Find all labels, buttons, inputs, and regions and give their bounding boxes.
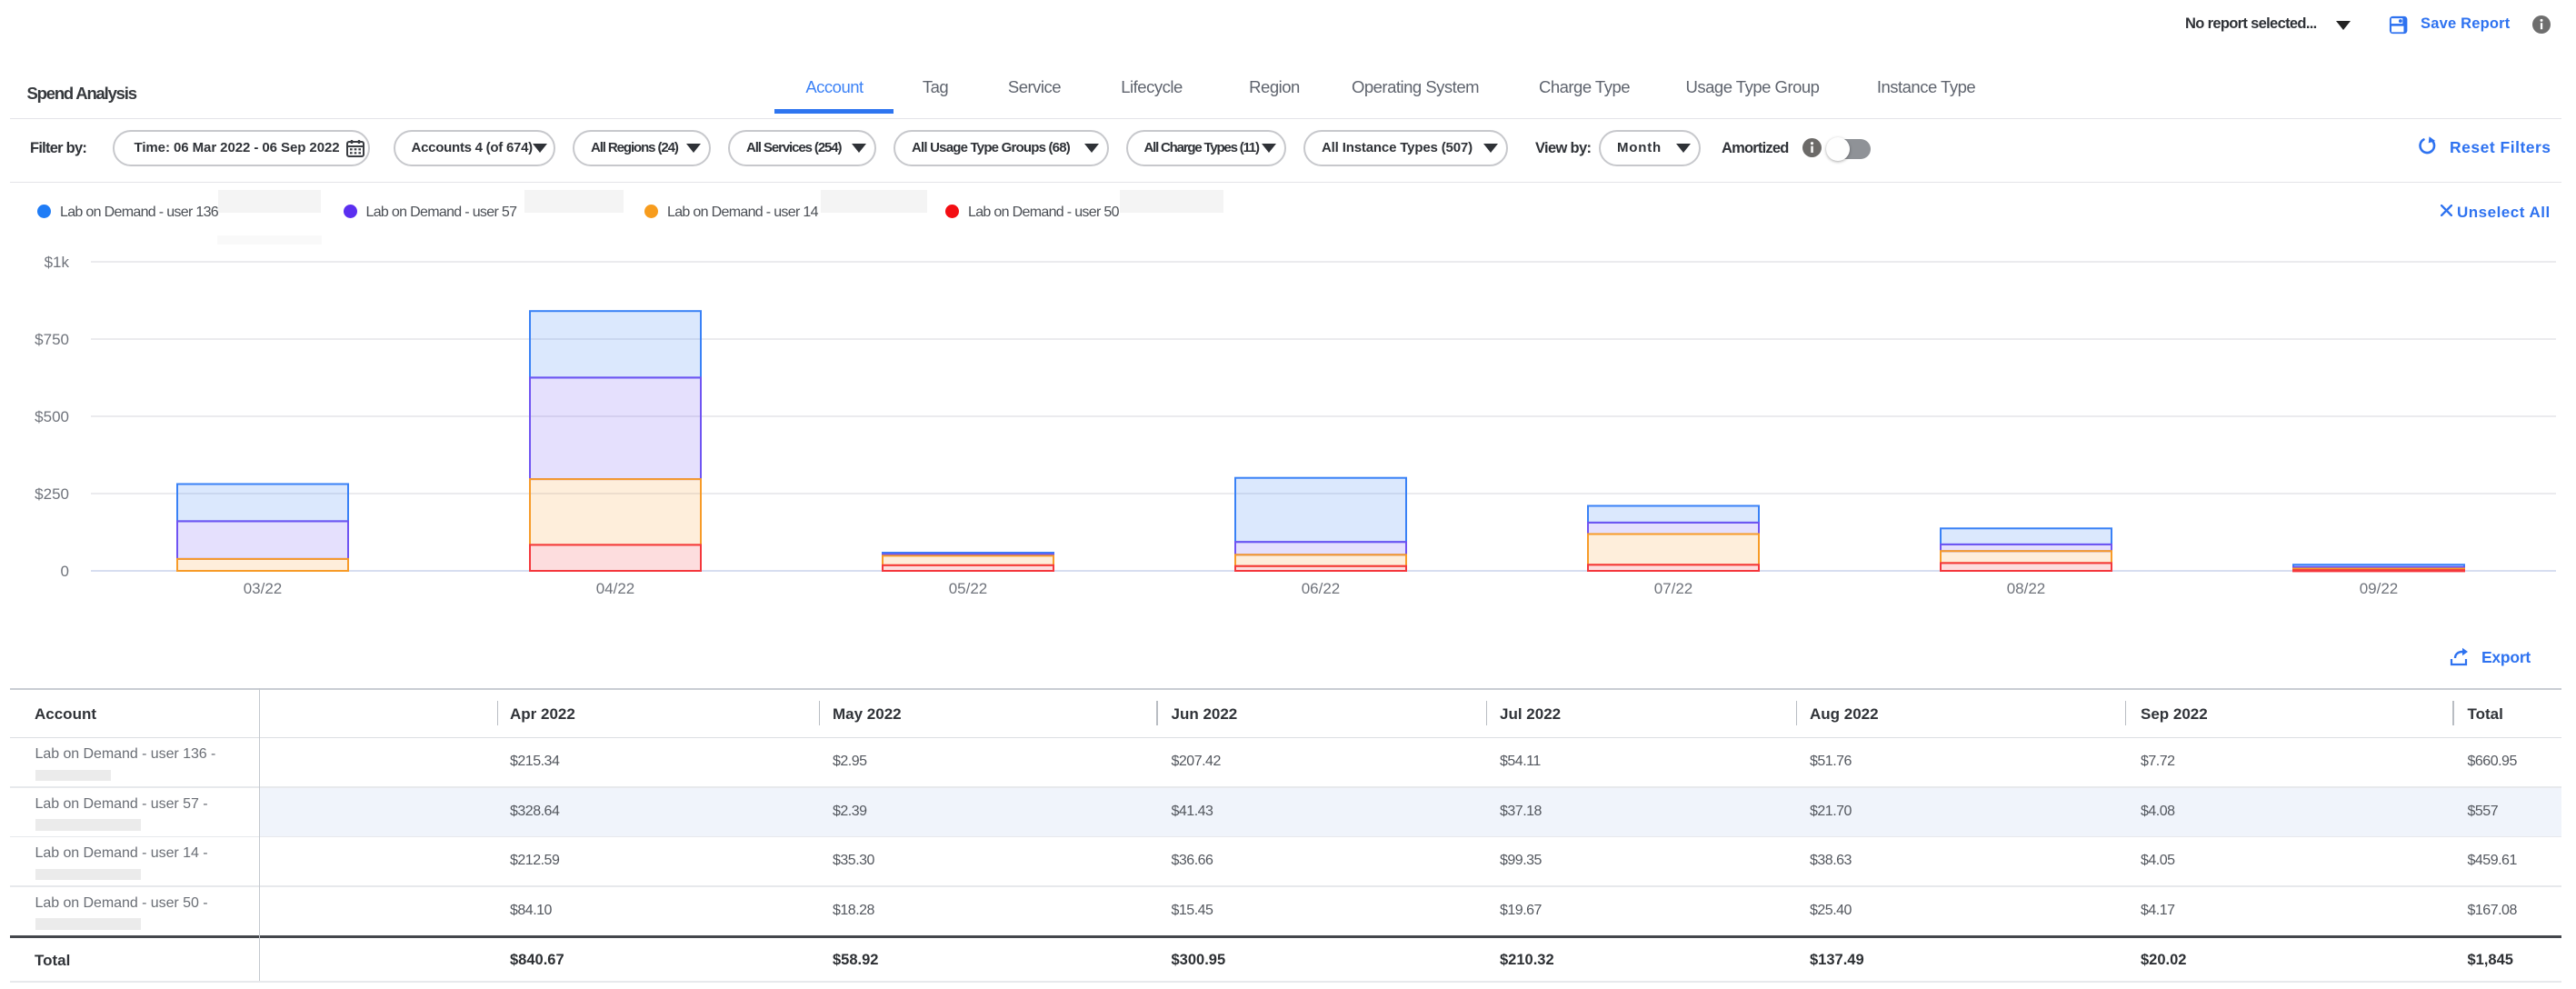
svg-text:06/22: 06/22: [1302, 580, 1341, 597]
svg-text:05/22: 05/22: [949, 580, 988, 597]
svg-text:$1k: $1k: [45, 254, 70, 271]
svg-text:0: 0: [61, 563, 69, 580]
svg-text:03/22: 03/22: [244, 580, 283, 597]
svg-text:07/22: 07/22: [1654, 580, 1693, 597]
svg-text:$500: $500: [35, 408, 69, 425]
svg-text:04/22: 04/22: [596, 580, 635, 597]
svg-text:$250: $250: [35, 485, 69, 503]
svg-text:09/22: 09/22: [2360, 580, 2399, 597]
svg-text:08/22: 08/22: [2007, 580, 2046, 597]
svg-text:$750: $750: [35, 331, 69, 348]
